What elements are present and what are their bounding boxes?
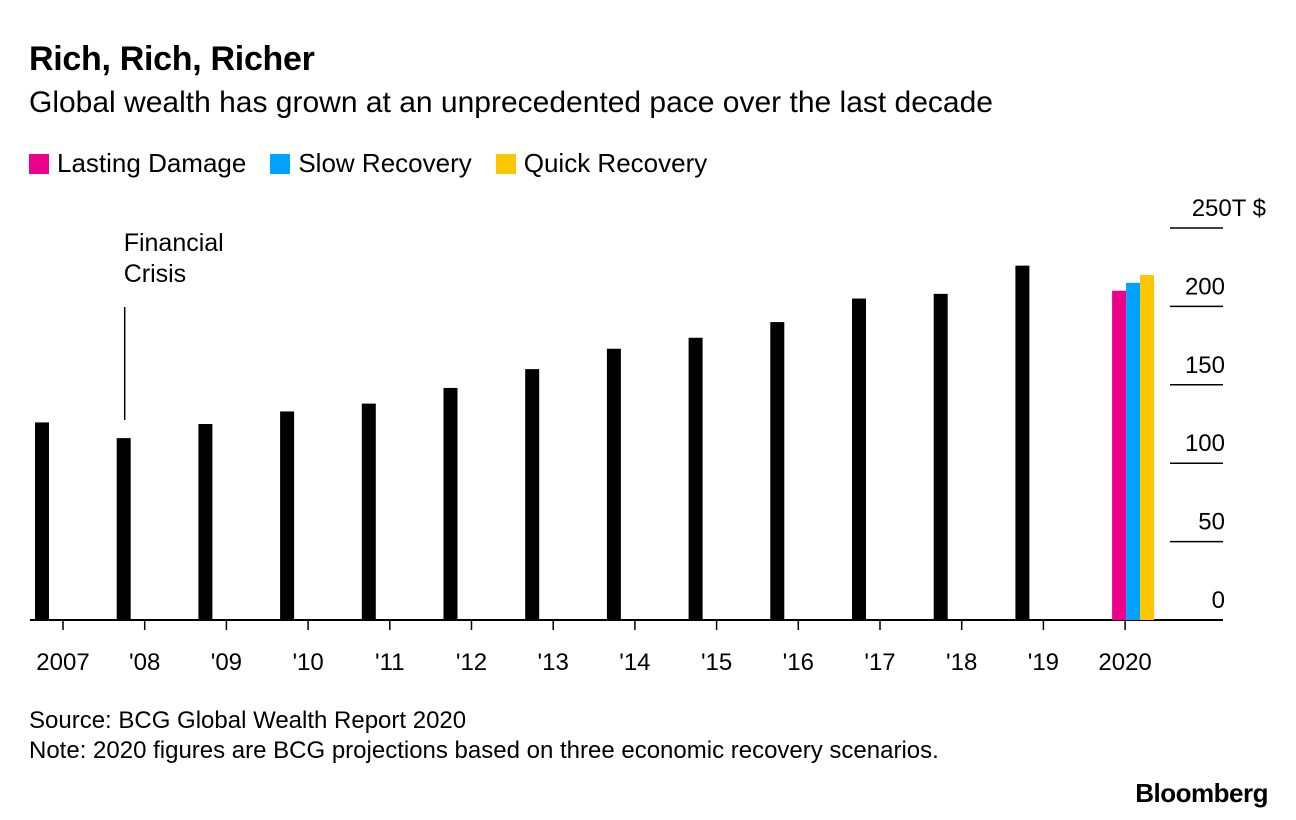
legend-item-quick-recovery: Quick Recovery [495,148,708,179]
bar-15 [688,337,703,620]
y-tick-label-150: 150 [1185,352,1225,379]
y-tick-label-200: 200 [1185,273,1225,300]
x-tick-label-17: '17 [864,649,895,676]
x-tick-label-10: '10 [292,649,323,676]
x-tick-label-09: '09 [211,649,242,676]
bloomberg-logo: Bloomberg [1135,778,1268,808]
x-tick-label-08: '08 [129,649,160,676]
x-tick-label-19: '19 [1028,649,1059,676]
legend-label-slow-recovery: Slow Recovery [298,148,472,178]
annotation-text-line-1: Financial [124,229,224,257]
bar-10 [280,411,295,620]
x-tick-label-18: '18 [946,649,977,676]
x-tick-label-2007: 2007 [36,649,89,676]
x-tick-label-16: '16 [783,649,814,676]
x-tick-label-14: '14 [619,649,650,676]
x-tick-label-2020: 2020 [1098,649,1151,676]
legend-swatch-slow-recovery [270,153,291,174]
bar-16 [770,322,785,620]
bar-11 [361,403,376,620]
chart-subtitle: Global wealth has grown at an unpreceden… [29,86,993,119]
note-text: Note: 2020 figures are BCG projections b… [29,737,939,764]
y-tick-label-50: 50 [1198,509,1225,536]
legend-swatch-lasting-damage [29,153,49,174]
x-tick-label-13: '13 [538,649,569,676]
bar-12 [443,387,458,620]
y-tick-label-100: 100 [1185,430,1225,457]
x-tick-label-11: '11 [375,649,405,676]
y-tick-label-250: 250T $ [1192,195,1266,222]
bar-08 [116,438,131,620]
legend-label-quick-recovery: Quick Recovery [523,148,708,178]
bar-19 [1015,265,1030,620]
legend-item-slow-recovery: Slow Recovery [270,148,472,179]
y-tick-label-0: 0 [1212,587,1225,614]
bar-13 [525,369,540,620]
bar-2007 [35,422,49,620]
bar-18 [933,293,948,620]
x-tick-label-15: '15 [701,649,732,676]
annotation-text-line-2: Crisis [124,260,187,288]
source-note: Source: BCG Global Wealth Report 2020 No… [29,706,959,766]
legend-item-lasting-damage: Lasting Damage [29,148,246,179]
bar-14 [606,348,621,620]
bar-2020-quick-recovery [1140,275,1155,620]
source-text: Source: BCG Global Wealth Report 2020 [29,707,467,734]
legend: Lasting Damage Slow Recovery Quick Recov… [29,148,731,179]
x-tick-label-12: '12 [456,649,487,676]
bar-2020-slow-recovery [1126,282,1141,620]
bar-09 [198,424,213,620]
bar-17 [852,298,866,620]
legend-swatch-quick-recovery [495,153,516,174]
legend-label-lasting-damage: Lasting Damage [57,148,247,178]
bar-2020-lasting-damage [1112,290,1127,620]
chart-title: Rich, Rich, Richer [29,40,315,78]
